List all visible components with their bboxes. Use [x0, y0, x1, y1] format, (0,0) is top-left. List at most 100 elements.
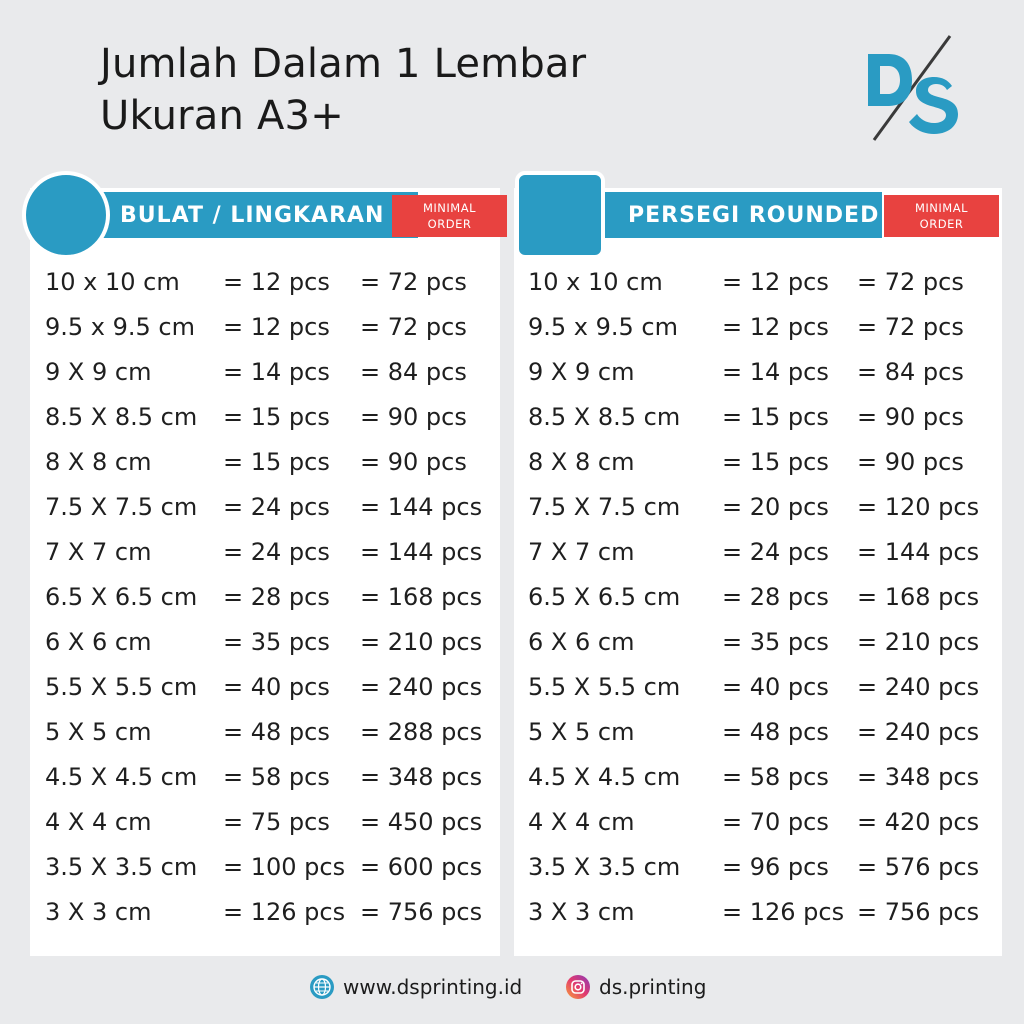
table-row: 4 X 4 cm = 75 pcs = 450 pcs [30, 808, 500, 853]
min-order-cell: = 348 pcs [360, 763, 483, 791]
qty-per-sheet-cell: = 58 pcs [722, 763, 829, 791]
size-cell: 6.5 X 6.5 cm [528, 583, 681, 611]
qty-per-sheet-cell: = 15 pcs [223, 403, 330, 431]
globe-icon [310, 975, 334, 999]
min-order-cell: = 120 pcs [857, 493, 980, 521]
size-cell: 8 X 8 cm [528, 448, 635, 476]
qty-per-sheet-cell: = 15 pcs [722, 448, 829, 476]
min-order-cell: = 756 pcs [360, 898, 483, 926]
size-cell: 7.5 X 7.5 cm [45, 493, 198, 521]
min-order-cell: = 210 pcs [857, 628, 980, 656]
table-row: 7.5 X 7.5 cm = 24 pcs = 144 pcs [30, 493, 500, 538]
qty-per-sheet-cell: = 28 pcs [223, 583, 330, 611]
website-link[interactable]: www.dsprinting.id [309, 974, 522, 1000]
table-row: 6 X 6 cm = 35 pcs = 210 pcs [30, 628, 500, 673]
qty-per-sheet-cell: = 14 pcs [722, 358, 829, 386]
panel-bulat: BULAT / LINGKARAN MINIMAL ORDER 10 x 10 … [22, 171, 507, 956]
table-row: 5 X 5 cm = 48 pcs = 288 pcs [30, 718, 500, 763]
size-cell: 7.5 X 7.5 cm [528, 493, 681, 521]
size-cell: 5 X 5 cm [528, 718, 635, 746]
table-row: 3.5 X 3.5 cm = 96 pcs = 576 pcs [514, 853, 1002, 898]
table-row: 7.5 X 7.5 cm = 20 pcs = 120 pcs [514, 493, 1002, 538]
min-order-cell: = 144 pcs [857, 538, 980, 566]
table-row: 10 x 10 cm = 12 pcs = 72 pcs [514, 268, 1002, 313]
min-order-cell: = 348 pcs [857, 763, 980, 791]
table-row: 7 X 7 cm = 24 pcs = 144 pcs [514, 538, 1002, 583]
min-order-cell: = 72 pcs [360, 313, 467, 341]
min-order-cell: = 90 pcs [360, 403, 467, 431]
table-row: 9 X 9 cm = 14 pcs = 84 pcs [30, 358, 500, 403]
qty-per-sheet-cell: = 28 pcs [722, 583, 829, 611]
min-order-cell: = 168 pcs [857, 583, 980, 611]
qty-per-sheet-cell: = 58 pcs [223, 763, 330, 791]
table-row: 5.5 X 5.5 cm = 40 pcs = 240 pcs [514, 673, 1002, 718]
size-cell: 7 X 7 cm [45, 538, 152, 566]
qty-per-sheet-cell: = 126 pcs [722, 898, 845, 926]
qty-per-sheet-cell: = 70 pcs [722, 808, 829, 836]
size-cell: 6.5 X 6.5 cm [45, 583, 198, 611]
qty-per-sheet-cell: = 100 pcs [223, 853, 346, 881]
ds-logo [868, 35, 958, 141]
min-order-cell: = 168 pcs [360, 583, 483, 611]
qty-per-sheet-cell: = 24 pcs [722, 538, 829, 566]
min-order-line1: MINIMAL [422, 201, 476, 215]
panel-persegi: PERSEGI ROUNDED MINIMAL ORDER 10 x 10 cm… [514, 171, 1002, 956]
min-order-cell: = 90 pcs [857, 403, 964, 431]
size-cell: 10 x 10 cm [528, 268, 663, 296]
qty-per-sheet-cell: = 40 pcs [223, 673, 330, 701]
table-row: 3.5 X 3.5 cm = 100 pcs = 600 pcs [30, 853, 500, 898]
size-cell: 8.5 X 8.5 cm [528, 403, 681, 431]
qty-per-sheet-cell: = 48 pcs [223, 718, 330, 746]
min-order-cell: = 240 pcs [857, 718, 980, 746]
table-row: 5.5 X 5.5 cm = 40 pcs = 240 pcs [30, 673, 500, 718]
page-title: Jumlah Dalam 1 Lembar Ukuran A3+ [100, 38, 586, 142]
title-line-1: Jumlah Dalam 1 Lembar [100, 41, 587, 87]
table-row: 8.5 X 8.5 cm = 15 pcs = 90 pcs [514, 403, 1002, 448]
instagram-link[interactable]: ds.printing [565, 974, 706, 1000]
table-row: 8.5 X 8.5 cm = 15 pcs = 90 pcs [30, 403, 500, 448]
size-cell: 7 X 7 cm [528, 538, 635, 566]
rounded-square-shape-icon [515, 171, 605, 259]
min-order-badge-right: MINIMAL ORDER [884, 195, 999, 237]
min-order-line1: MINIMAL [914, 201, 968, 215]
min-order-cell: = 576 pcs [857, 853, 980, 881]
min-order-cell: = 240 pcs [857, 673, 980, 701]
header-bulat: BULAT / LINGKARAN [58, 192, 418, 238]
size-cell: 8.5 X 8.5 cm [45, 403, 198, 431]
qty-per-sheet-cell: = 15 pcs [223, 448, 330, 476]
circle-shape-icon [22, 171, 110, 259]
qty-per-sheet-cell: = 96 pcs [722, 853, 829, 881]
qty-per-sheet-cell: = 40 pcs [722, 673, 829, 701]
size-cell: 5 X 5 cm [45, 718, 152, 746]
table-row: 3 X 3 cm = 126 pcs = 756 pcs [30, 898, 500, 943]
size-cell: 4.5 X 4.5 cm [45, 763, 198, 791]
qty-per-sheet-cell: = 20 pcs [722, 493, 829, 521]
size-cell: 3 X 3 cm [45, 898, 152, 926]
min-order-cell: = 90 pcs [360, 448, 467, 476]
qty-per-sheet-cell: = 48 pcs [722, 718, 829, 746]
size-cell: 9.5 x 9.5 cm [45, 313, 195, 341]
size-cell: 3.5 X 3.5 cm [528, 853, 681, 881]
min-order-cell: = 84 pcs [857, 358, 964, 386]
qty-per-sheet-cell: = 24 pcs [223, 538, 330, 566]
min-order-cell: = 72 pcs [857, 268, 964, 296]
title-line-2: Ukuran A3+ [100, 93, 344, 139]
min-order-cell: = 210 pcs [360, 628, 483, 656]
table-bulat: 10 x 10 cm = 12 pcs = 72 pcs 9.5 x 9.5 cm = … [30, 268, 500, 943]
min-order-cell: = 450 pcs [360, 808, 483, 836]
header-persegi-label: PERSEGI ROUNDED [628, 202, 880, 228]
min-order-cell: = 144 pcs [360, 493, 483, 521]
qty-per-sheet-cell: = 75 pcs [223, 808, 330, 836]
table-row: 6.5 X 6.5 cm = 28 pcs = 168 pcs [514, 583, 1002, 628]
min-order-line2: ORDER [427, 217, 472, 231]
size-cell: 8 X 8 cm [45, 448, 152, 476]
min-order-cell: = 756 pcs [857, 898, 980, 926]
header-bulat-label: BULAT / LINGKARAN [120, 202, 385, 228]
table-row: 9 X 9 cm = 14 pcs = 84 pcs [514, 358, 1002, 403]
table-row: 4.5 X 4.5 cm = 58 pcs = 348 pcs [514, 763, 1002, 808]
table-row: 8 X 8 cm = 15 pcs = 90 pcs [514, 448, 1002, 493]
table-row: 9.5 x 9.5 cm = 12 pcs = 72 pcs [514, 313, 1002, 358]
table-row: 4.5 X 4.5 cm = 58 pcs = 348 pcs [30, 763, 500, 808]
table-row: 6.5 X 6.5 cm = 28 pcs = 168 pcs [30, 583, 500, 628]
min-order-cell: = 240 pcs [360, 673, 483, 701]
